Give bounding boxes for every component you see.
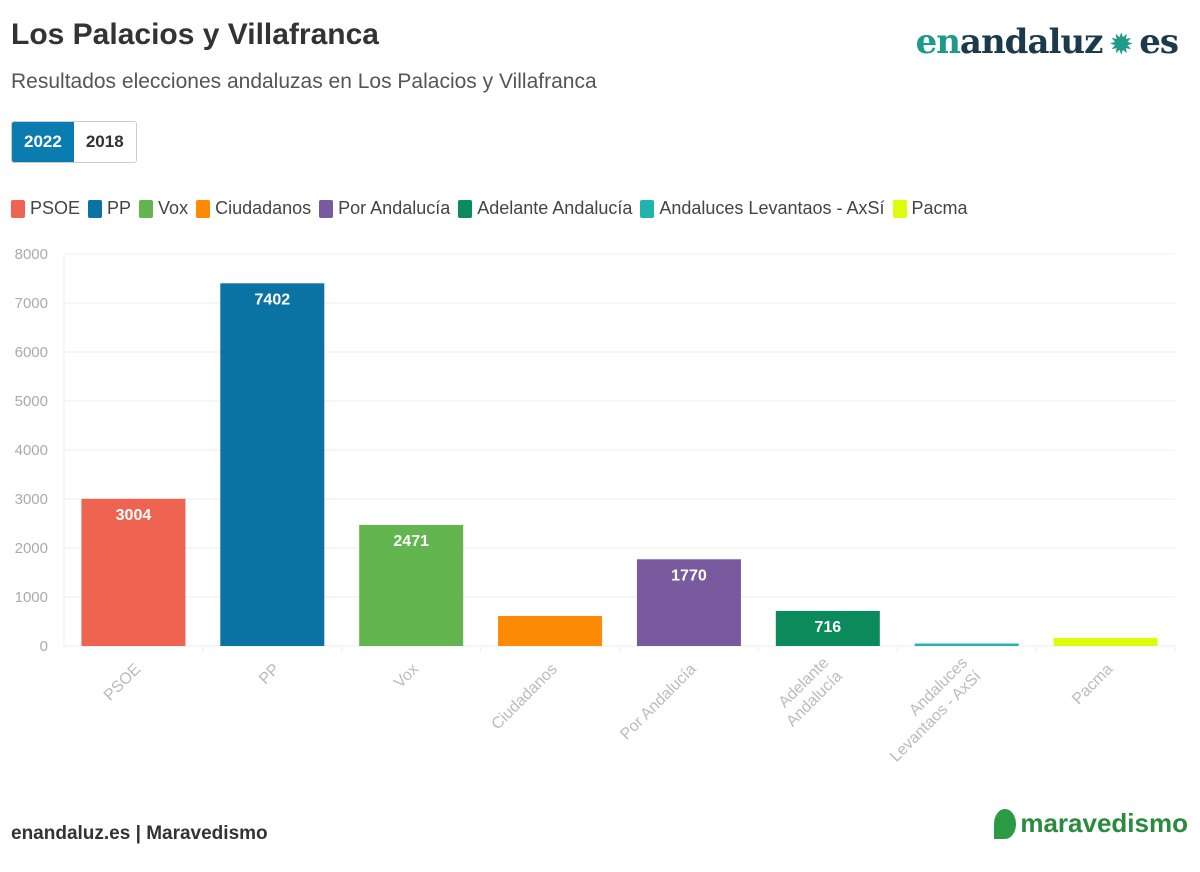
y-tick-label: 1000 bbox=[15, 589, 48, 606]
x-tick-label: AndalucesLevantaos - AxSí bbox=[874, 654, 985, 765]
legend-label: Por Andalucía bbox=[338, 198, 451, 218]
bar-por-andaluc-a bbox=[636, 559, 741, 646]
enandaluz-logo: enandaluz ✹ es bbox=[915, 22, 1179, 62]
bar-psoe bbox=[81, 498, 186, 646]
bar-pp bbox=[220, 283, 325, 646]
data-label: 1770 bbox=[671, 567, 707, 584]
legend-item[interactable]: Andaluces Levantaos - AxSí bbox=[640, 198, 885, 219]
star-icon: ✹ bbox=[1110, 30, 1132, 60]
bar-ciudadanos bbox=[498, 616, 603, 646]
chart-legend: PSOE PP Vox Ciudadanos Por Andalucía Adelante… bbox=[11, 198, 968, 219]
data-label: 2471 bbox=[393, 533, 429, 550]
maravedismo-logo: maravedismo bbox=[994, 808, 1188, 839]
y-tick-label: 6000 bbox=[15, 344, 48, 361]
legend-swatch bbox=[892, 199, 907, 218]
page-subtitle: Resultados elecciones andaluzas en Los P… bbox=[11, 70, 597, 93]
tab-2018[interactable]: 2018 bbox=[73, 122, 136, 162]
legend-label: Adelante Andalucía bbox=[477, 198, 633, 218]
bar-pacma bbox=[1053, 637, 1158, 646]
legend-item[interactable]: Pacma bbox=[892, 198, 968, 219]
legend-item[interactable]: Por Andalucía bbox=[319, 198, 450, 219]
legend-label: Pacma bbox=[911, 198, 968, 218]
y-tick-label: 3000 bbox=[15, 491, 48, 508]
bar-chart: 0 1000 2000 3000 4000 5000 6000 7000 8000 3004 PSO… bbox=[15, 246, 1176, 765]
legend-label: PP bbox=[107, 198, 132, 218]
legend-label: Vox bbox=[158, 198, 189, 218]
legend-item[interactable]: Ciudadanos bbox=[196, 198, 311, 219]
page-title: Los Palacios y Villafranca bbox=[11, 18, 379, 51]
legend-swatch bbox=[11, 199, 25, 218]
legend-swatch bbox=[319, 199, 334, 218]
y-tick-label: 0 bbox=[40, 638, 48, 655]
bar-andaluces-levantaos-axs- bbox=[914, 643, 1019, 646]
legend-swatch bbox=[458, 199, 473, 218]
tab-2022[interactable]: 2022 bbox=[12, 122, 74, 162]
legend-label: Ciudadanos bbox=[215, 198, 312, 218]
footer-source: enandaluz.es | Maravedismo bbox=[11, 823, 268, 844]
legend-item[interactable]: Adelante Andalucía bbox=[458, 198, 632, 219]
y-tick-label: 5000 bbox=[15, 393, 48, 410]
data-label: 3004 bbox=[116, 507, 152, 524]
legend-swatch bbox=[196, 199, 211, 218]
legend-label: Andaluces Levantaos - AxSí bbox=[659, 198, 885, 218]
x-tick-label: PP bbox=[256, 661, 283, 688]
x-tick-label: AdelanteAndalucía bbox=[770, 654, 846, 730]
legend-item[interactable]: Vox bbox=[139, 198, 188, 219]
data-label: 716 bbox=[814, 619, 841, 636]
legend-swatch bbox=[88, 199, 103, 218]
legend-swatch bbox=[139, 199, 154, 218]
x-tick-label: PSOE bbox=[101, 661, 144, 704]
bar-vox bbox=[359, 524, 464, 646]
legend-item[interactable]: PP bbox=[88, 198, 131, 219]
data-label: 7402 bbox=[255, 291, 291, 308]
y-tick-label: 4000 bbox=[15, 442, 48, 459]
y-tick-label: 2000 bbox=[15, 540, 48, 557]
x-tick-label: Ciudadanos bbox=[488, 661, 560, 733]
x-tick-label: Pacma bbox=[1069, 661, 1116, 708]
y-tick-label: 8000 bbox=[15, 246, 48, 263]
year-tabs: 2022 2018 bbox=[11, 121, 137, 163]
bar-adelante-andaluc-a bbox=[775, 610, 880, 646]
x-tick-label: Por Andalucía bbox=[617, 661, 700, 744]
legend-label: PSOE bbox=[30, 198, 81, 218]
legend-item[interactable]: PSOE bbox=[11, 198, 80, 219]
legend-swatch bbox=[640, 199, 655, 218]
y-tick-label: 7000 bbox=[15, 295, 48, 312]
x-tick-label: Vox bbox=[391, 661, 422, 692]
